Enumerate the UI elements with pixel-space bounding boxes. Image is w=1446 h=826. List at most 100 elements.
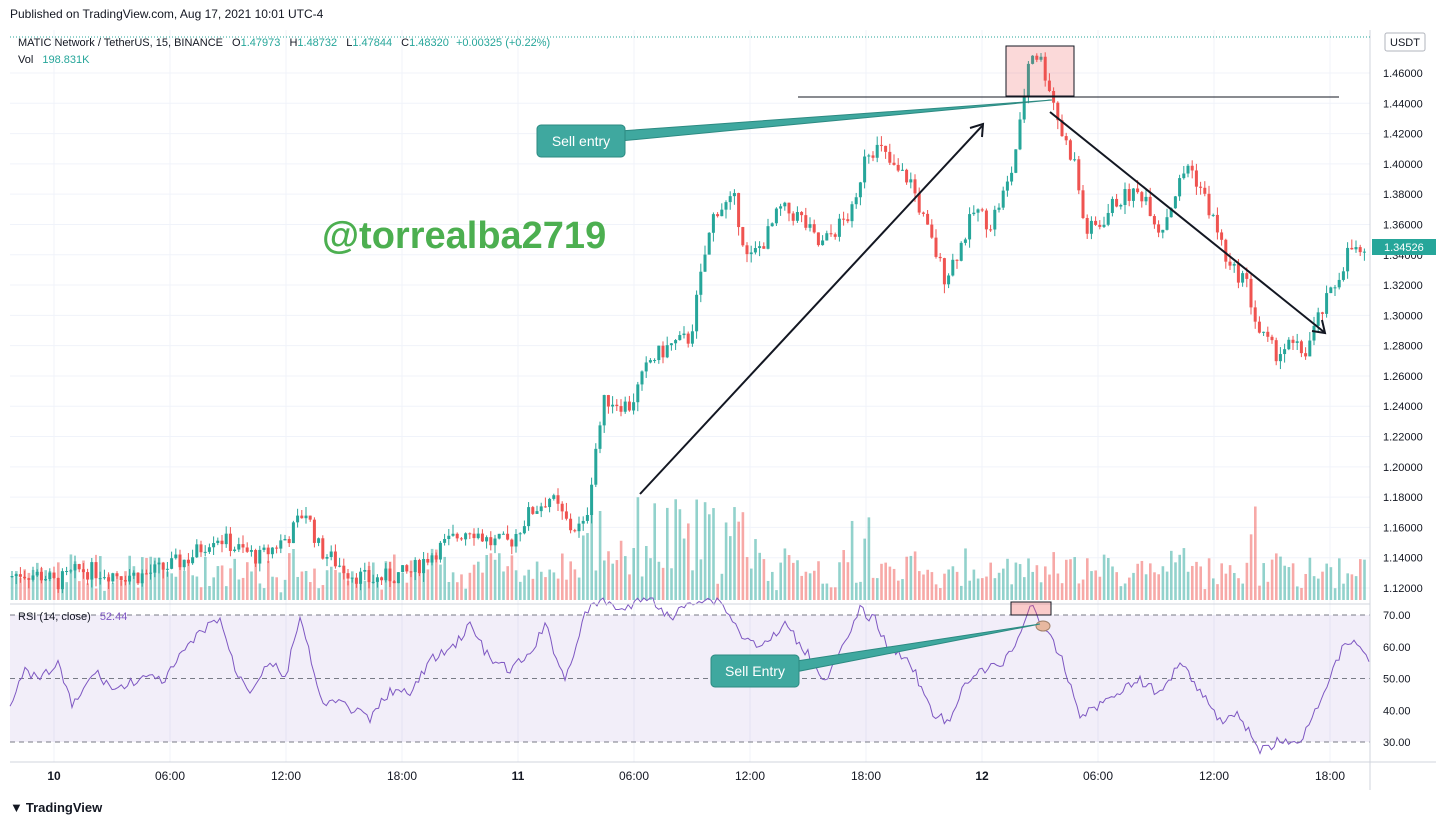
volume-bar [947,569,950,600]
candle-body [682,333,686,336]
volume-bar [636,497,640,600]
volume-bar [94,588,98,600]
candle-body [522,526,526,534]
volume-bar [640,576,644,600]
volume-bar [52,576,56,600]
candle-body [1207,193,1211,216]
candle-body [1005,181,1009,191]
candle-body [111,573,115,582]
sell-entry-callout[interactable] [536,124,626,158]
volume-bar [418,562,421,600]
rsi-axis[interactable]: 70.00 60.00 50.00 40.00 30.00 [1383,610,1411,749]
candle-body [665,345,669,358]
down-trend-arrow[interactable] [1049,111,1325,333]
candle-body [1249,278,1253,308]
volume-bar [1107,558,1110,600]
time-tick-label: 12:00 [1199,769,1229,783]
candle-body [1362,251,1366,253]
candle-body [1266,331,1270,337]
volume-bar [380,589,383,600]
candle-body [1161,229,1165,233]
candle-body [900,169,904,171]
volume-bar [1090,571,1093,600]
up-trend-arrow[interactable] [639,125,983,495]
candle-body [539,506,543,512]
candle-body [1165,217,1169,230]
volume-bar [31,569,35,600]
candle-body [497,533,501,539]
candle-body [451,533,455,536]
candle-body [921,212,925,214]
volume-bar [918,571,921,600]
candle-body [590,484,594,515]
candle-body [795,212,799,221]
volume-bar [548,569,551,600]
candle-body [833,234,837,237]
candle-body [905,169,909,183]
volume-bar [825,583,829,600]
candle-body [1341,271,1345,280]
candle-body [279,540,283,549]
volume-bar [519,581,522,600]
candle-body [598,425,602,449]
candle-body [724,202,728,210]
candle-body [275,547,279,549]
candle-body [720,209,724,217]
volume-bar [195,576,199,600]
volume-bar [750,568,753,600]
candle-body [518,533,522,535]
price-tick-label: 1.28000 [1383,341,1423,353]
candle-body [909,179,913,183]
sell-zone-rect[interactable] [1005,45,1075,97]
volume-bar [451,572,455,600]
rsi-zone-rect[interactable] [1010,601,1052,616]
volume-bar [401,572,404,600]
candle-body [371,581,375,583]
candle-body [48,572,52,580]
volume-bar [1014,562,1018,600]
candle-body [249,550,253,552]
volume-bar [1182,548,1186,600]
volume-bar [859,581,862,600]
time-axis[interactable]: 10 06:00 12:00 18:00 11 06:00 12:00 18:00 12 06:0… [47,769,1345,783]
price-axis[interactable]: 1.46000 1.44000 1.42000 1.40000 1.38000 1.360… [1383,68,1423,595]
candle-body [140,573,144,584]
candle-body [1220,232,1224,240]
volume-bar [136,587,140,600]
volume-bar [246,562,249,600]
candle-body [317,538,321,543]
volume-bar [1245,562,1249,600]
price-tick-label: 1.44000 [1383,98,1423,110]
price-tick-label: 1.46000 [1383,68,1423,80]
volume-bar [1346,573,1349,600]
candle-body [858,182,862,198]
candle-body [417,559,421,574]
volume-bar [212,577,215,600]
volume-bar [1270,559,1274,600]
candle-body [86,572,90,580]
candle-body [959,242,963,261]
currency-badge[interactable] [1384,32,1426,52]
candle-body [976,209,980,213]
volume-bar [1195,561,1198,600]
volume-bar [1354,576,1358,600]
footer-brand[interactable]: ▼ TradingView [10,800,102,815]
volume-bar [1350,574,1354,600]
price-tick-label: 1.12000 [1383,583,1423,595]
rsi-sell-entry-callout[interactable] [710,654,800,688]
candle-body [102,577,106,579]
volume-bar [703,502,707,600]
volume-bar [1060,583,1064,600]
volume-bar [145,557,148,600]
rsi-marker[interactable] [1035,620,1051,632]
volume-bar [737,521,740,600]
volume-bar [443,556,446,600]
candle-body [346,573,350,579]
volume-bar [292,549,295,600]
candle-body [695,294,699,332]
volume-bar [745,557,749,600]
candle-body [762,246,766,249]
candle-body [1110,198,1114,213]
price-tick-label: 1.20000 [1383,462,1423,474]
